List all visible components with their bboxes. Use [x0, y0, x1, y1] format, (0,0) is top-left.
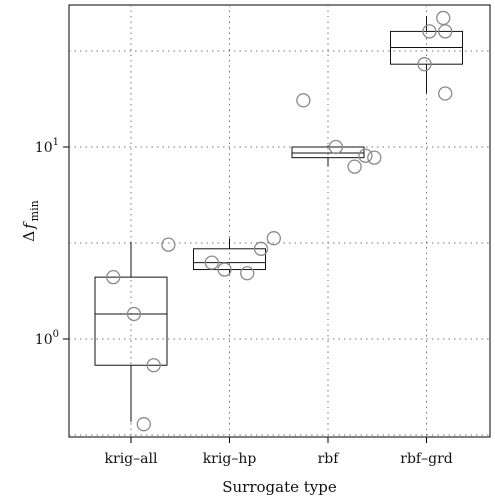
y-axis-label-f: f: [20, 221, 38, 230]
data-point-1-4: [266, 231, 281, 246]
box-layer: [94, 16, 463, 422]
y-tick-label-exponent: 0: [53, 329, 59, 340]
y-axis-label-delta: Δ: [20, 231, 38, 242]
box-body: [94, 276, 168, 366]
data-point-1-0: [204, 255, 219, 270]
y-tick-label-1: 101: [35, 137, 59, 156]
data-point-3-2: [438, 24, 453, 39]
data-point-2-0: [296, 93, 311, 108]
box-body: [291, 146, 365, 159]
x-tick-label-2: rbf: [318, 451, 341, 467]
box-2: [291, 145, 365, 167]
data-point-3-0: [436, 10, 451, 26]
box-body: [193, 248, 266, 271]
x-axis-label: Surrogate type: [222, 478, 337, 496]
y-tick-label-0: 100: [35, 329, 59, 348]
data-point-2-1: [328, 139, 344, 155]
data-point-3-3: [417, 57, 432, 72]
data-point-0-2: [126, 306, 142, 322]
data-point-0-4: [136, 417, 151, 432]
data-point-1-2: [240, 266, 255, 281]
y-tick-label-base: 10: [35, 332, 53, 348]
data-point-3-1: [422, 24, 437, 39]
data-point-2-3: [367, 150, 382, 165]
data-point-3-4: [438, 86, 453, 101]
data-point-2-4: [347, 159, 362, 174]
point-layer: [106, 10, 453, 432]
box-1: [193, 238, 266, 274]
plot-panel: [68, 4, 491, 438]
data-point-1-3: [253, 241, 269, 256]
data-point-0-3: [146, 358, 161, 373]
y-tick-label-base: 10: [35, 140, 53, 156]
x-tick-label-1: krig–hp: [203, 451, 257, 467]
y-axis-label-sub: min: [28, 200, 41, 221]
data-point-1-1: [217, 262, 232, 277]
box-0: [94, 242, 168, 422]
y-axis-label: Δfmin: [20, 200, 41, 241]
box-3: [390, 16, 463, 94]
data-point-2-2: [358, 148, 373, 163]
y-tick-label-exponent: 1: [53, 137, 59, 148]
data-point-0-0: [106, 269, 121, 285]
x-tick-label-0: krig–all: [105, 451, 158, 467]
x-tick-label-3: rbf–grd: [400, 451, 452, 467]
grid: [69, 5, 490, 437]
data-point-0-1: [161, 237, 176, 252]
